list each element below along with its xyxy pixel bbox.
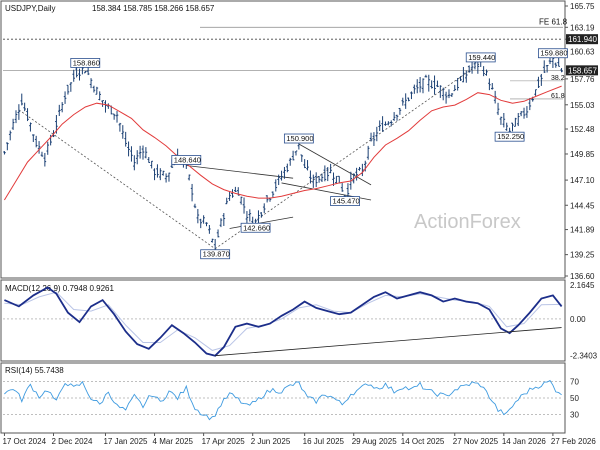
macd-panel-frame <box>0 279 566 362</box>
x-tick-label: 27 Nov 2025 <box>453 437 499 446</box>
swing-label-box <box>465 52 496 63</box>
fib-label: 38.2 <box>551 75 565 82</box>
swing-label-box <box>494 131 525 142</box>
triangle-lower-line <box>229 216 294 229</box>
price-tick-label: 141.89 <box>570 226 595 235</box>
watermark: ActionForex <box>414 211 521 233</box>
price-tick-label: 160.63 <box>570 48 595 57</box>
macd-tick-label: -2.3403 <box>570 352 598 361</box>
swing-label-box <box>200 249 231 260</box>
price-tick-label: 155.03 <box>570 101 595 110</box>
rsi-tick-label: 50 <box>570 394 579 403</box>
x-tick-label: 14 Jan 2026 <box>502 437 547 446</box>
ohlc-readout: 158.384 158.785 158.266 158.657 <box>92 4 215 13</box>
swing-label-box <box>283 133 314 144</box>
last-price-label: 158.657 <box>568 66 597 75</box>
swing-label: 148.640 <box>174 155 201 164</box>
price-panel-frame <box>0 0 566 279</box>
price-tick-label: 144.45 <box>570 201 595 210</box>
x-tick-label: 17 Apr 2025 <box>202 437 246 446</box>
fib-label: 61.8 <box>551 93 565 100</box>
price-tick-label: 136.60 <box>570 272 595 281</box>
price-tick-label: 147.10 <box>570 176 595 185</box>
price-tick-label: 163.19 <box>570 23 595 32</box>
price-tick-label: 165.75 <box>570 2 595 11</box>
swing-label-box <box>537 48 568 59</box>
level-161-label: 161.940 <box>568 35 597 44</box>
price-tick-label: 152.48 <box>570 125 595 134</box>
macd-trendline <box>215 327 562 357</box>
macd-line <box>4 286 563 357</box>
rsi-tick-label: 70 <box>570 378 579 387</box>
swing-label-box <box>330 196 360 206</box>
price-tick-label: 139.25 <box>570 251 595 260</box>
rsi-tick-label: 30 <box>570 411 579 420</box>
rsi-line <box>4 379 562 421</box>
macd-title: MACD(12,26,9) 0.7948 0.9261 <box>5 284 115 293</box>
swing-label: 159.440 <box>468 53 495 62</box>
swing-label: 142.660 <box>243 223 270 232</box>
swing-label-box <box>171 155 202 165</box>
x-tick-label: 16 Jul 2025 <box>303 437 345 446</box>
x-tick-label: 2 Dec 2024 <box>52 437 93 446</box>
triangle-upper-line <box>186 165 294 179</box>
wedge-upper-line <box>298 143 372 186</box>
last-price-box <box>566 65 598 76</box>
x-tick-label: 17 Jan 2025 <box>103 437 148 446</box>
fe-618-label: FE 61.8 <box>539 17 568 26</box>
trendline-dotted-left <box>18 109 216 250</box>
rsi-title: RSI(14) 55.7438 <box>5 366 64 375</box>
x-tick-label: 4 Mar 2025 <box>153 437 194 446</box>
swing-label-box <box>240 222 271 233</box>
swing-label: 139.870 <box>203 250 230 259</box>
x-tick-label: 2 Jun 2025 <box>251 437 291 446</box>
x-tick-label: 17 Oct 2024 <box>2 437 46 446</box>
swing-label: 145.470 <box>333 197 360 206</box>
macd-tick-label: 0.00 <box>570 315 586 324</box>
macd-signal-line <box>4 291 562 351</box>
moving-average-line <box>3 85 562 201</box>
level-161-box <box>566 34 598 45</box>
x-tick-label: 14 Oct 2025 <box>401 437 445 446</box>
instrument-title: USDJPY,Daily <box>5 4 56 13</box>
swing-label-box <box>70 58 101 68</box>
swing-label: 158.860 <box>73 58 100 67</box>
macd-tick-label: 2.1645 <box>570 281 595 290</box>
swing-label: 152.250 <box>497 132 524 141</box>
swing-label: 150.900 <box>286 134 313 143</box>
price-tick-label: 149.85 <box>570 150 595 159</box>
x-tick-label: 27 Feb 2026 <box>551 437 596 446</box>
x-tick-label: 29 Aug 2025 <box>352 437 397 446</box>
rsi-panel-frame <box>0 362 566 434</box>
swing-label: 159.880 <box>540 49 567 58</box>
price-tick-label: 157.76 <box>570 75 595 84</box>
